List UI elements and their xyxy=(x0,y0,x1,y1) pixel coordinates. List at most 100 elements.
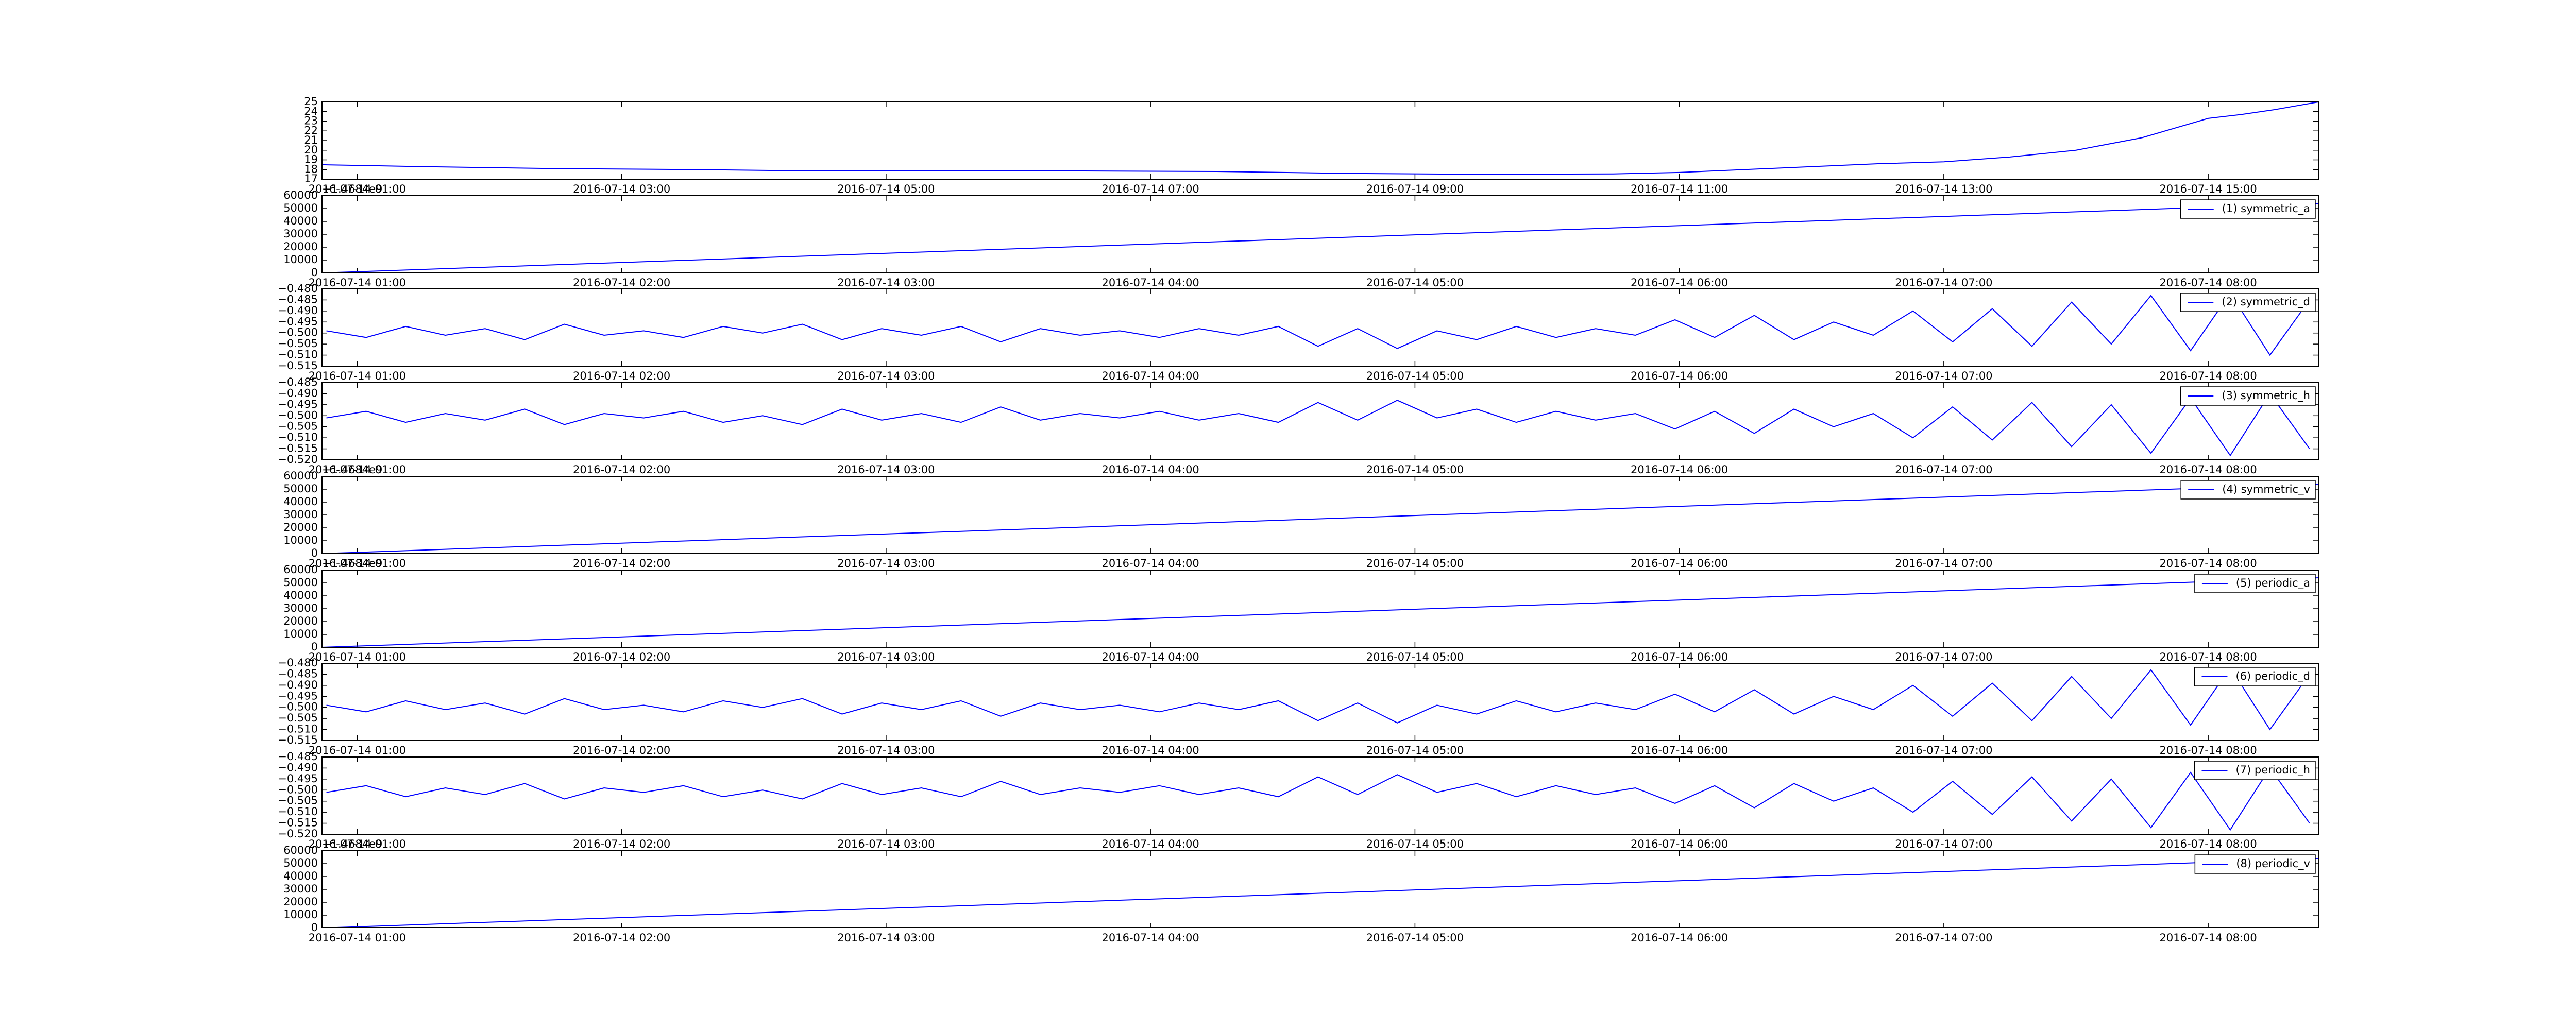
y-tick-label: −0.520 xyxy=(278,453,318,466)
y-tick-label: −0.495 xyxy=(278,772,318,785)
y-tick-label: 60000 xyxy=(283,563,318,576)
y-tick-label: −0.505 xyxy=(278,795,318,807)
legend-label: (2) symmetric_d xyxy=(2222,296,2310,308)
x-tick-label: 2016-07-14 06:00 xyxy=(1631,277,1728,289)
y-tick-label: −0.505 xyxy=(278,420,318,433)
x-tick-label: 2016-07-14 03:00 xyxy=(837,277,935,289)
series-line xyxy=(321,577,2319,648)
x-tick-label: 2016-07-14 07:00 xyxy=(1895,463,1992,476)
y-tick-label: −0.515 xyxy=(278,817,318,829)
offset-text: +1.4684e9 xyxy=(322,838,382,850)
x-tick-label: 2016-07-14 07:00 xyxy=(1895,651,1992,663)
x-tick-label: 2016-07-14 06:00 xyxy=(1631,651,1728,663)
y-tick-label: 50000 xyxy=(283,483,318,495)
x-tick-label: 2016-07-14 08:00 xyxy=(2160,651,2257,663)
offset-text: +1.4684e9 xyxy=(322,463,382,476)
x-tick-label: 2016-07-14 05:00 xyxy=(1366,651,1464,663)
plot-background xyxy=(322,663,2318,741)
y-tick-label: −0.500 xyxy=(278,409,318,421)
series-line xyxy=(326,292,2310,356)
x-tick-label: 2016-07-14 06:00 xyxy=(1631,370,1728,382)
plot-background xyxy=(322,383,2318,460)
x-tick-label: 2016-07-14 08:00 xyxy=(2160,838,2257,850)
x-tick-label: 2016-07-14 08:00 xyxy=(2160,932,2257,944)
y-tick-label: −0.495 xyxy=(278,398,318,410)
legend-label: (4) symmetric_v xyxy=(2222,483,2310,496)
y-tick-label: 0 xyxy=(311,921,318,934)
y-tick-label: 60000 xyxy=(283,844,318,856)
x-tick-label: 2016-07-14 09:00 xyxy=(1366,183,1464,195)
axes-frame xyxy=(321,476,2319,554)
x-tick-label: 2016-07-14 04:00 xyxy=(1102,370,1199,382)
y-tick-label: 10000 xyxy=(283,628,318,640)
x-tick-label: 2016-07-14 04:00 xyxy=(1102,744,1199,756)
x-tick-label: 2016-07-14 07:00 xyxy=(1895,277,1992,289)
y-tick-label: −0.485 xyxy=(278,750,318,763)
x-tick-label: 2016-07-14 02:00 xyxy=(573,651,670,663)
legend-label: (7) periodic_h xyxy=(2235,764,2310,777)
series-line xyxy=(321,858,2319,928)
y-tick-label: 23 xyxy=(304,115,318,127)
y-tick-label: −0.490 xyxy=(278,387,318,399)
x-tick-label: 2016-07-14 05:00 xyxy=(1366,932,1464,944)
x-tick-label: 2016-07-14 05:00 xyxy=(1366,277,1464,289)
y-tick-label: 22 xyxy=(304,124,318,136)
series-line xyxy=(326,392,2310,457)
offset-text: +1.4684e9 xyxy=(322,183,382,195)
x-tick-label: 2016-07-14 06:00 xyxy=(1631,838,1728,850)
y-tick-label: 20000 xyxy=(283,615,318,627)
axes-frame xyxy=(321,195,2319,273)
y-tick-label: −0.510 xyxy=(278,431,318,443)
series-line xyxy=(321,203,2319,273)
x-tick-label: 2016-07-14 11:00 xyxy=(1631,183,1728,195)
series-line xyxy=(321,484,2319,554)
y-tick-label: 0 xyxy=(311,547,318,559)
y-tick-label: 0 xyxy=(311,641,318,653)
y-tick-label: 30000 xyxy=(283,508,318,521)
x-tick-label: 2016-07-14 02:00 xyxy=(573,744,670,756)
y-tick-label: 19 xyxy=(304,153,318,166)
x-tick-label: 2016-07-14 02:00 xyxy=(573,277,670,289)
y-tick-label: 30000 xyxy=(283,883,318,895)
axes-frame xyxy=(321,101,2319,180)
x-tick-label: 2016-07-14 04:00 xyxy=(1102,463,1199,476)
x-tick-label: 2016-07-14 04:00 xyxy=(1102,932,1199,944)
x-tick-label: 2016-07-14 08:00 xyxy=(2160,744,2257,756)
y-tick-label: 40000 xyxy=(283,589,318,601)
y-tick-label: −0.505 xyxy=(278,337,318,350)
x-tick-label: 2016-07-14 04:00 xyxy=(1102,838,1199,850)
y-tick-label: 40000 xyxy=(283,215,318,227)
x-tick-label: 2016-07-14 02:00 xyxy=(573,557,670,570)
y-tick-label: 0 xyxy=(311,266,318,279)
legend-label: (6) periodic_d xyxy=(2235,670,2310,683)
x-tick-label: 2016-07-14 06:00 xyxy=(1631,932,1728,944)
x-tick-label: 2016-07-14 02:00 xyxy=(573,932,670,944)
x-tick-label: 2016-07-14 03:00 xyxy=(837,744,935,756)
legend: (5) periodic_a xyxy=(2194,574,2316,593)
x-tick-label: 2016-07-14 15:00 xyxy=(2160,183,2257,195)
x-tick-label: 2016-07-14 06:00 xyxy=(1631,744,1728,756)
y-tick-label: 60000 xyxy=(283,189,318,201)
series-line xyxy=(326,666,2310,731)
series-line xyxy=(321,101,2319,175)
plot-background xyxy=(322,102,2318,179)
x-tick-label: 2016-07-14 01:00 xyxy=(309,651,406,663)
plot-background xyxy=(322,196,2318,273)
legend: (1) symmetric_a xyxy=(2180,199,2316,219)
y-tick-label: 10000 xyxy=(283,534,318,546)
x-tick-label: 2016-07-14 07:00 xyxy=(1895,557,1992,570)
y-tick-label: 25 xyxy=(304,95,318,108)
x-tick-label: 2016-07-14 03:00 xyxy=(837,932,935,944)
y-tick-label: −0.520 xyxy=(278,828,318,840)
x-tick-label: 2016-07-14 01:00 xyxy=(309,183,406,195)
x-tick-label: 2016-07-14 05:00 xyxy=(1366,557,1464,570)
x-tick-label: 2016-07-14 06:00 xyxy=(1631,463,1728,476)
y-tick-label: 20 xyxy=(304,144,318,156)
plot-background xyxy=(322,757,2318,834)
axes-frame xyxy=(321,382,2319,460)
y-tick-label: −0.500 xyxy=(278,783,318,796)
y-tick-label: −0.495 xyxy=(278,690,318,702)
offset-text: +1.4684e9 xyxy=(322,557,382,570)
